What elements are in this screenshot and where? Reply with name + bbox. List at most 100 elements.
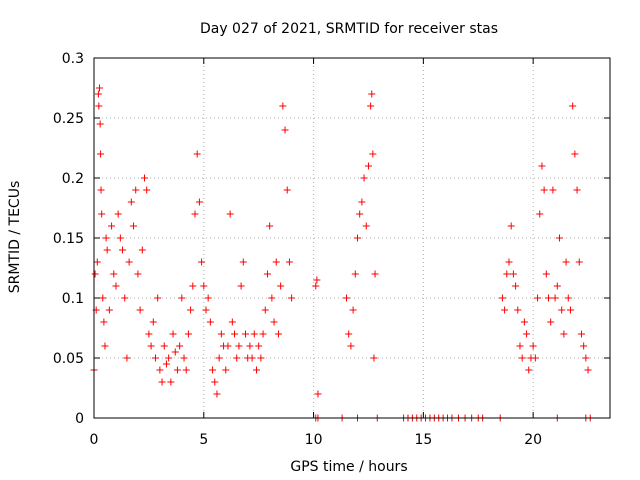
data-point — [272, 258, 280, 266]
data-point — [209, 366, 217, 374]
data-point — [184, 330, 192, 338]
data-point — [99, 294, 107, 302]
data-point — [130, 222, 138, 230]
data-point — [347, 342, 355, 350]
data-point — [187, 306, 195, 314]
data-point — [534, 294, 542, 302]
axis-ticks: 0 5 10 15 20 0 0.05 0.1 0.15 0.2 0.25 0.3 — [53, 51, 610, 448]
data-point — [252, 366, 260, 374]
data-point — [224, 342, 232, 350]
data-point — [169, 330, 177, 338]
data-point — [569, 102, 577, 110]
data-point — [263, 270, 271, 278]
data-point — [560, 330, 568, 338]
data-point — [538, 162, 546, 170]
data-point — [268, 294, 276, 302]
data-point — [285, 258, 293, 266]
data-point — [195, 198, 203, 206]
data-point — [523, 330, 531, 338]
data-point — [536, 210, 544, 218]
data-point — [217, 330, 225, 338]
data-point — [529, 342, 537, 350]
y-tick-label: 0.2 — [62, 171, 84, 187]
data-point — [136, 306, 144, 314]
data-point — [248, 354, 256, 362]
data-point — [571, 150, 579, 158]
data-point — [237, 282, 245, 290]
data-point — [370, 354, 378, 362]
x-tick-label: 10 — [305, 432, 323, 448]
data-point — [261, 306, 269, 314]
data-point — [95, 84, 103, 92]
data-point — [119, 246, 127, 254]
data-point — [162, 360, 170, 368]
y-tick-label: 0.1 — [62, 291, 84, 307]
data-point — [180, 354, 188, 362]
data-point — [102, 234, 110, 242]
data-point — [198, 258, 206, 266]
data-point — [246, 342, 254, 350]
data-point — [158, 378, 166, 386]
data-point — [584, 366, 592, 374]
data-point — [222, 366, 230, 374]
data-point — [94, 90, 102, 98]
data-point — [353, 234, 361, 242]
data-point — [349, 306, 357, 314]
data-point — [134, 270, 142, 278]
data-point — [189, 282, 197, 290]
data-point — [498, 294, 506, 302]
x-tick-label: 15 — [414, 432, 432, 448]
data-point — [314, 390, 322, 398]
data-point — [505, 258, 513, 266]
data-point — [110, 270, 118, 278]
data-point — [356, 210, 364, 218]
data-point — [360, 174, 368, 182]
data-point — [367, 102, 375, 110]
data-point — [171, 348, 179, 356]
data-point — [151, 354, 159, 362]
data-point — [516, 342, 524, 350]
data-point — [112, 282, 120, 290]
y-axis-label: SRMTID / TECUs — [7, 181, 23, 294]
data-point — [573, 186, 581, 194]
data-point — [580, 342, 588, 350]
data-point — [531, 354, 539, 362]
data-point — [242, 330, 250, 338]
data-point — [143, 186, 151, 194]
data-point — [154, 294, 162, 302]
data-point — [577, 330, 585, 338]
data-point — [206, 318, 214, 326]
data-point — [167, 378, 175, 386]
data-point — [147, 342, 155, 350]
x-tick-label: 5 — [199, 432, 208, 448]
data-point — [213, 390, 221, 398]
data-point — [91, 270, 99, 278]
data-point — [553, 282, 561, 290]
data-point — [93, 258, 101, 266]
y-tick-label: 0 — [75, 411, 84, 427]
data-point — [239, 258, 247, 266]
data-point — [125, 258, 133, 266]
data-point — [156, 366, 164, 374]
data-point — [200, 282, 208, 290]
data-point — [343, 294, 351, 302]
x-axis-label: GPS time / hours — [290, 459, 407, 475]
data-point — [145, 330, 153, 338]
data-point — [369, 150, 377, 158]
data-point — [266, 222, 274, 230]
data-point — [503, 270, 511, 278]
data-point — [233, 354, 241, 362]
data-point — [215, 354, 223, 362]
data-point — [562, 258, 570, 266]
data-point — [575, 258, 583, 266]
data-point — [281, 126, 289, 134]
data-point — [364, 162, 372, 170]
data-point — [204, 294, 212, 302]
data-point — [279, 102, 287, 110]
data-point — [551, 294, 559, 302]
data-point — [149, 318, 157, 326]
data-point — [514, 306, 522, 314]
data-point — [108, 222, 116, 230]
